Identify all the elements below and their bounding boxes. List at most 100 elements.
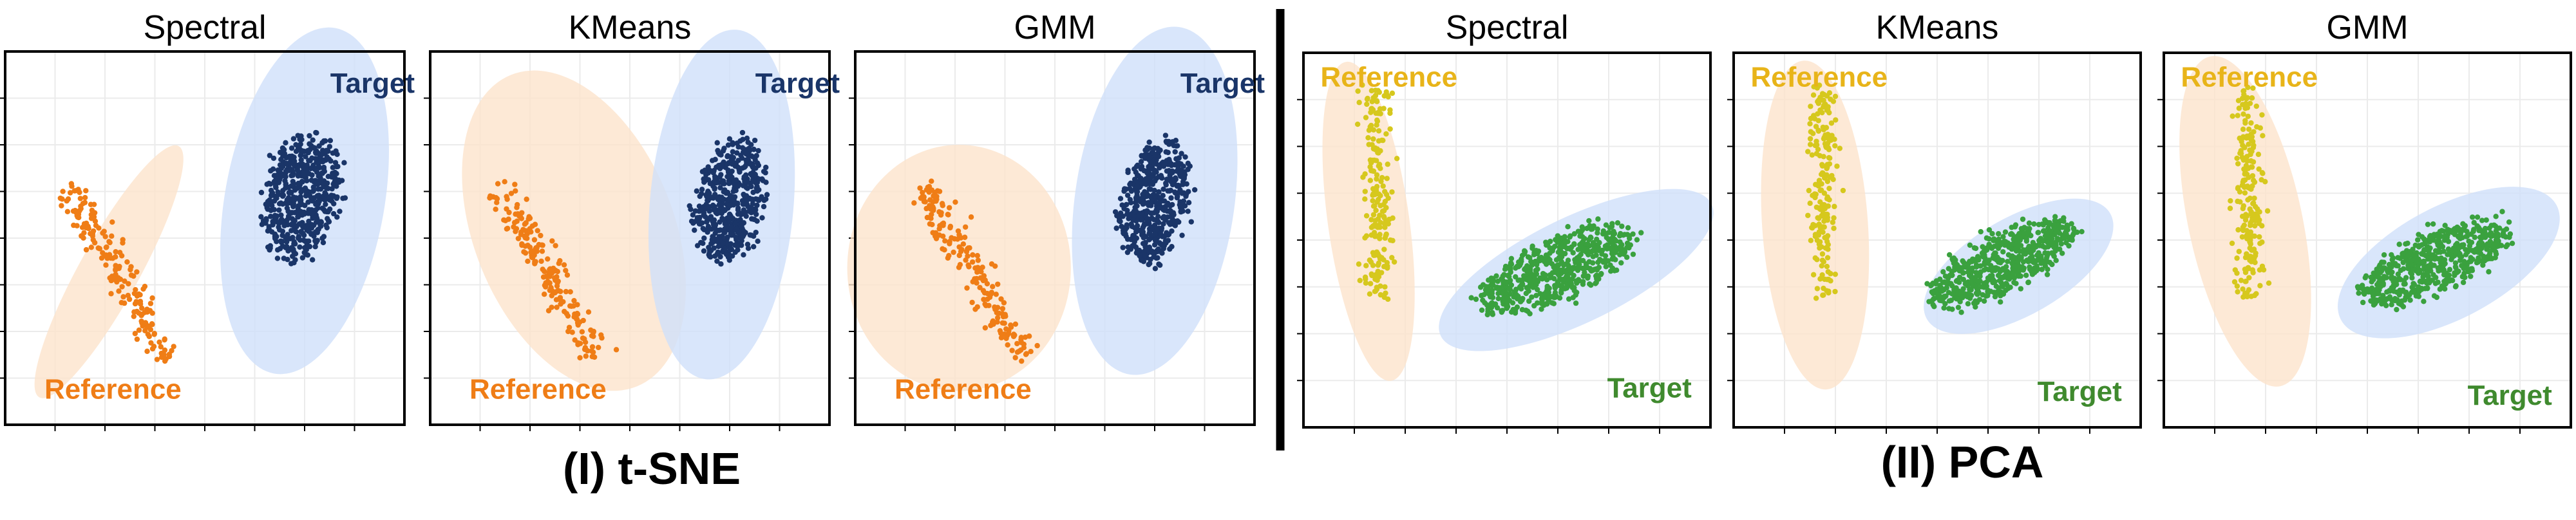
data-point xyxy=(589,344,596,350)
data-point xyxy=(1376,138,1382,144)
data-point xyxy=(89,207,95,213)
data-point xyxy=(1375,109,1381,116)
data-point xyxy=(1556,255,1562,262)
data-point xyxy=(139,311,145,317)
data-point xyxy=(1026,333,1032,339)
data-point xyxy=(2056,237,2062,243)
data-point xyxy=(519,241,525,247)
data-point xyxy=(2053,257,2059,263)
group-label-tsne: (I) t-SNE xyxy=(563,443,741,494)
data-point xyxy=(283,234,289,241)
data-point xyxy=(2259,239,2265,245)
data-point xyxy=(706,245,712,250)
data-point xyxy=(1995,272,2002,279)
data-point xyxy=(1368,160,1374,166)
data-point xyxy=(1372,234,1378,239)
data-point xyxy=(1182,154,1188,160)
data-point xyxy=(1929,281,1935,288)
data-point xyxy=(1824,178,1831,185)
data-point xyxy=(2049,261,2055,268)
data-point xyxy=(1134,223,1141,229)
data-point xyxy=(1931,304,1937,310)
data-point xyxy=(2069,235,2075,241)
data-point xyxy=(151,331,157,337)
data-point xyxy=(2401,297,2408,303)
data-point xyxy=(1577,233,1583,239)
data-point xyxy=(1573,300,1579,306)
data-point xyxy=(2234,283,2240,289)
data-point xyxy=(136,327,142,333)
series-reference xyxy=(911,178,1040,364)
data-point xyxy=(1826,185,1832,191)
cluster-label-target: Target xyxy=(1607,372,1692,404)
data-point xyxy=(1520,295,1526,302)
data-point xyxy=(2400,259,2406,266)
data-point xyxy=(1162,159,1168,165)
data-point xyxy=(702,214,708,219)
data-point xyxy=(2012,255,2018,261)
data-point xyxy=(2363,287,2369,293)
scatter-panel: KMeans Reference Target xyxy=(1727,9,2142,434)
data-point xyxy=(1374,176,1379,182)
data-point xyxy=(1495,295,1501,302)
data-point xyxy=(1012,355,1018,360)
data-point xyxy=(1494,284,1500,290)
data-point xyxy=(288,190,294,196)
data-point xyxy=(983,302,989,308)
data-point xyxy=(2239,182,2246,189)
data-point xyxy=(1001,300,1007,306)
data-point xyxy=(151,344,157,349)
data-point xyxy=(166,351,173,357)
data-point xyxy=(1389,90,1396,97)
data-point xyxy=(1946,298,1953,304)
cluster-ellipse-reference xyxy=(1322,61,1415,381)
data-point xyxy=(715,147,721,154)
data-point xyxy=(2426,236,2432,243)
data-point xyxy=(728,224,734,230)
data-point xyxy=(258,214,264,220)
data-point xyxy=(144,324,150,330)
data-point xyxy=(735,183,741,189)
data-point xyxy=(524,196,529,202)
data-point xyxy=(1818,187,1824,193)
data-point xyxy=(1949,291,1955,297)
data-point xyxy=(980,277,987,284)
data-point xyxy=(2012,234,2018,240)
data-point xyxy=(2463,252,2469,257)
data-point xyxy=(1372,288,1379,294)
data-point xyxy=(297,136,303,142)
data-point xyxy=(1502,266,1508,272)
data-point xyxy=(992,304,998,310)
data-point xyxy=(1821,135,1828,140)
data-point xyxy=(308,165,314,172)
data-point xyxy=(551,265,556,272)
data-point xyxy=(2235,113,2240,118)
data-point xyxy=(319,171,325,176)
data-point xyxy=(2044,272,2050,277)
data-point xyxy=(1824,233,1831,239)
data-point xyxy=(1001,320,1007,326)
data-point xyxy=(1604,246,1610,252)
data-point xyxy=(1995,231,2002,237)
data-point xyxy=(2246,142,2251,147)
data-point xyxy=(2439,228,2445,234)
data-point xyxy=(122,278,128,284)
data-point xyxy=(93,223,99,228)
data-point xyxy=(2356,290,2362,296)
data-point xyxy=(267,243,274,249)
data-point xyxy=(91,214,97,220)
data-point xyxy=(2235,98,2242,104)
data-point xyxy=(267,247,272,253)
data-point xyxy=(589,353,595,360)
data-point xyxy=(2441,268,2447,275)
data-point xyxy=(1383,231,1389,237)
data-point xyxy=(1954,295,1960,301)
data-point xyxy=(1362,235,1368,241)
data-point xyxy=(504,196,510,202)
data-point xyxy=(1613,238,1619,244)
data-point xyxy=(688,207,694,212)
data-point xyxy=(296,234,302,239)
data-point xyxy=(65,196,71,202)
data-point xyxy=(330,210,337,217)
data-point xyxy=(730,216,736,221)
